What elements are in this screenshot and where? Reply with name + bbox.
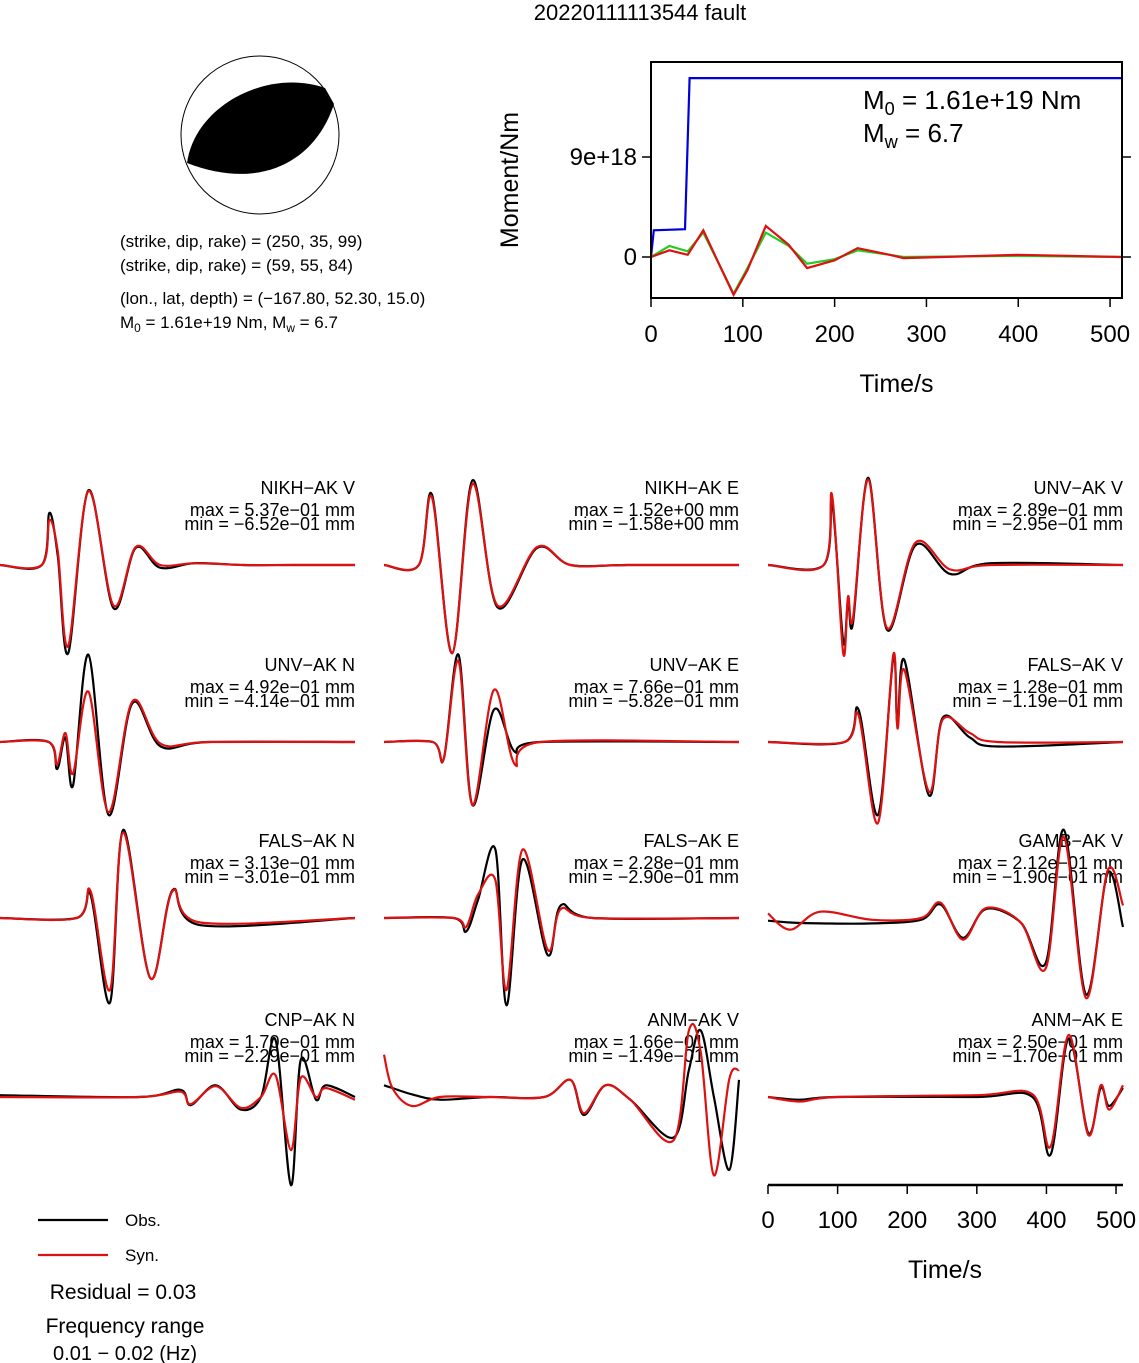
synthetic-trace — [0, 1072, 356, 1152]
station-title: NIKH−AK E — [644, 478, 739, 498]
x-axis-label: Time/s — [908, 1256, 982, 1284]
synthetic-trace — [767, 835, 1125, 1000]
max-label: max = 3.13e−01 mm — [190, 853, 355, 873]
figure-title: 20220111113544 fault — [534, 0, 746, 25]
synthetic-trace — [383, 659, 740, 807]
x-axis-label: Time/s — [859, 370, 933, 398]
station-title: FALS−AK N — [258, 831, 355, 851]
synthetic-trace — [383, 482, 739, 655]
moment-line — [650, 224, 1123, 298]
event-line: (lon., lat, depth) = (−167.80, 52.30, 15… — [120, 289, 425, 308]
synthetic-trace — [767, 651, 1124, 825]
station-title: UNV−AK V — [1033, 478, 1123, 498]
frequency-value: 0.01 − 0.02 (Hz) — [53, 1343, 197, 1363]
max-label: max = 4.92e−01 mm — [190, 677, 355, 697]
beachball-compression — [187, 82, 334, 174]
synthetic-trace — [382, 1023, 740, 1177]
x-tick-label: 300 — [957, 1207, 997, 1234]
min-label: min = −1.70e−01 mm — [952, 1046, 1123, 1066]
min-label: min = −1.58e+00 mm — [568, 514, 739, 534]
subscript: 0 — [134, 321, 141, 335]
residual: Residual = 0.03 — [50, 1281, 197, 1304]
min-label: min = −2.90e−01 mm — [568, 867, 739, 887]
min-label: min = −4.14e−01 mm — [184, 691, 355, 711]
min-label: min = −6.52e−01 mm — [184, 514, 355, 534]
max-label: max = 7.66e−01 mm — [574, 677, 739, 697]
x-tick-label: 0 — [761, 1207, 774, 1234]
x-tick-label: 500 — [1090, 321, 1130, 348]
text-part: = 6.7 — [295, 313, 338, 332]
event-line: (strike, dip, rake) = (59, 55, 84) — [120, 256, 353, 275]
min-label: min = −1.90e−01 mm — [952, 867, 1123, 887]
synthetic-trace — [0, 690, 356, 814]
x-tick-label: 300 — [906, 321, 946, 348]
min-label: min = −1.49e−01 mm — [568, 1046, 739, 1066]
max-label: max = 2.28e−01 mm — [574, 853, 739, 873]
annotation: M0 = 1.61e+19 Nm — [863, 85, 1081, 119]
legend-label: Syn. — [125, 1246, 159, 1265]
station-title: CNP−AK N — [264, 1010, 355, 1030]
event-moment: M0 = 1.61e+19 Nm, Mw = 6.7 — [120, 313, 338, 335]
synthetic-trace — [383, 848, 740, 992]
max-label: max = 2.89e−01 mm — [958, 500, 1123, 520]
x-tick-label: 200 — [887, 1207, 927, 1234]
observed-trace — [0, 653, 356, 817]
x-tick-label: 100 — [818, 1207, 858, 1234]
station-title: ANM−AK E — [1031, 1010, 1123, 1030]
plot-frame — [650, 61, 1123, 299]
observed-trace — [767, 828, 1125, 996]
x-tick-label: 400 — [1026, 1207, 1066, 1234]
text-part: M — [863, 118, 885, 148]
subscript: w — [285, 321, 295, 335]
min-label: min = −3.01e−01 mm — [184, 867, 355, 887]
text-part: M — [863, 85, 885, 115]
max-label: max = 2.50e−01 mm — [958, 1032, 1123, 1052]
station-title: FALS−AK V — [1027, 655, 1123, 675]
max-label: max = 5.37e−01 mm — [190, 500, 355, 520]
max-label: max = 1.28e−01 mm — [958, 677, 1123, 697]
station-title: UNV−AK N — [264, 655, 355, 675]
max-label: max = 1.52e+00 mm — [574, 500, 739, 520]
event-line: (strike, dip, rake) = (250, 35, 99) — [120, 232, 362, 251]
station-title: NIKH−AK V — [260, 478, 355, 498]
subscript: w — [884, 132, 899, 152]
text-part: = 1.61e+19 Nm, M — [141, 313, 287, 332]
x-tick-label: 500 — [1096, 1207, 1136, 1234]
text-part: = 1.61e+19 Nm — [895, 85, 1081, 115]
synthetic-trace — [767, 478, 1124, 657]
moment-line — [650, 230, 1123, 297]
x-tick-label: 0 — [644, 321, 657, 348]
station-title: UNV−AK E — [649, 655, 739, 675]
text-part: = 6.7 — [898, 118, 964, 148]
station-title: FALS−AK E — [643, 831, 739, 851]
x-tick-label: 100 — [723, 321, 763, 348]
min-label: min = −2.95e−01 mm — [952, 514, 1123, 534]
observed-trace — [383, 845, 740, 1007]
text-part: M — [120, 313, 134, 332]
max-label: max = 2.12e−01 mm — [958, 853, 1123, 873]
min-label: min = −5.82e−01 mm — [568, 691, 739, 711]
frequency-label: Frequency range — [46, 1315, 205, 1338]
station-title: GAMB−AK V — [1018, 831, 1123, 851]
moment-line — [649, 77, 1122, 258]
y-axis-label: Moment/Nm — [496, 112, 524, 248]
beachball — [180, 55, 340, 215]
synthetic-trace — [0, 490, 355, 648]
min-label: min = −1.19e−01 mm — [952, 691, 1123, 711]
station-title: ANM−AK V — [647, 1010, 739, 1030]
subscript: 0 — [885, 99, 895, 119]
synthetic-trace — [0, 831, 356, 992]
legend-label: Obs. — [125, 1211, 161, 1230]
annotation: Mw = 6.7 — [863, 118, 964, 152]
y-tick-label: 0 — [624, 244, 637, 271]
x-tick-label: 400 — [998, 321, 1038, 348]
observed-trace — [0, 1036, 356, 1187]
x-tick-label: 200 — [815, 321, 855, 348]
y-tick-label: 9e+18 — [570, 144, 637, 171]
synthetic-trace — [767, 1033, 1124, 1149]
